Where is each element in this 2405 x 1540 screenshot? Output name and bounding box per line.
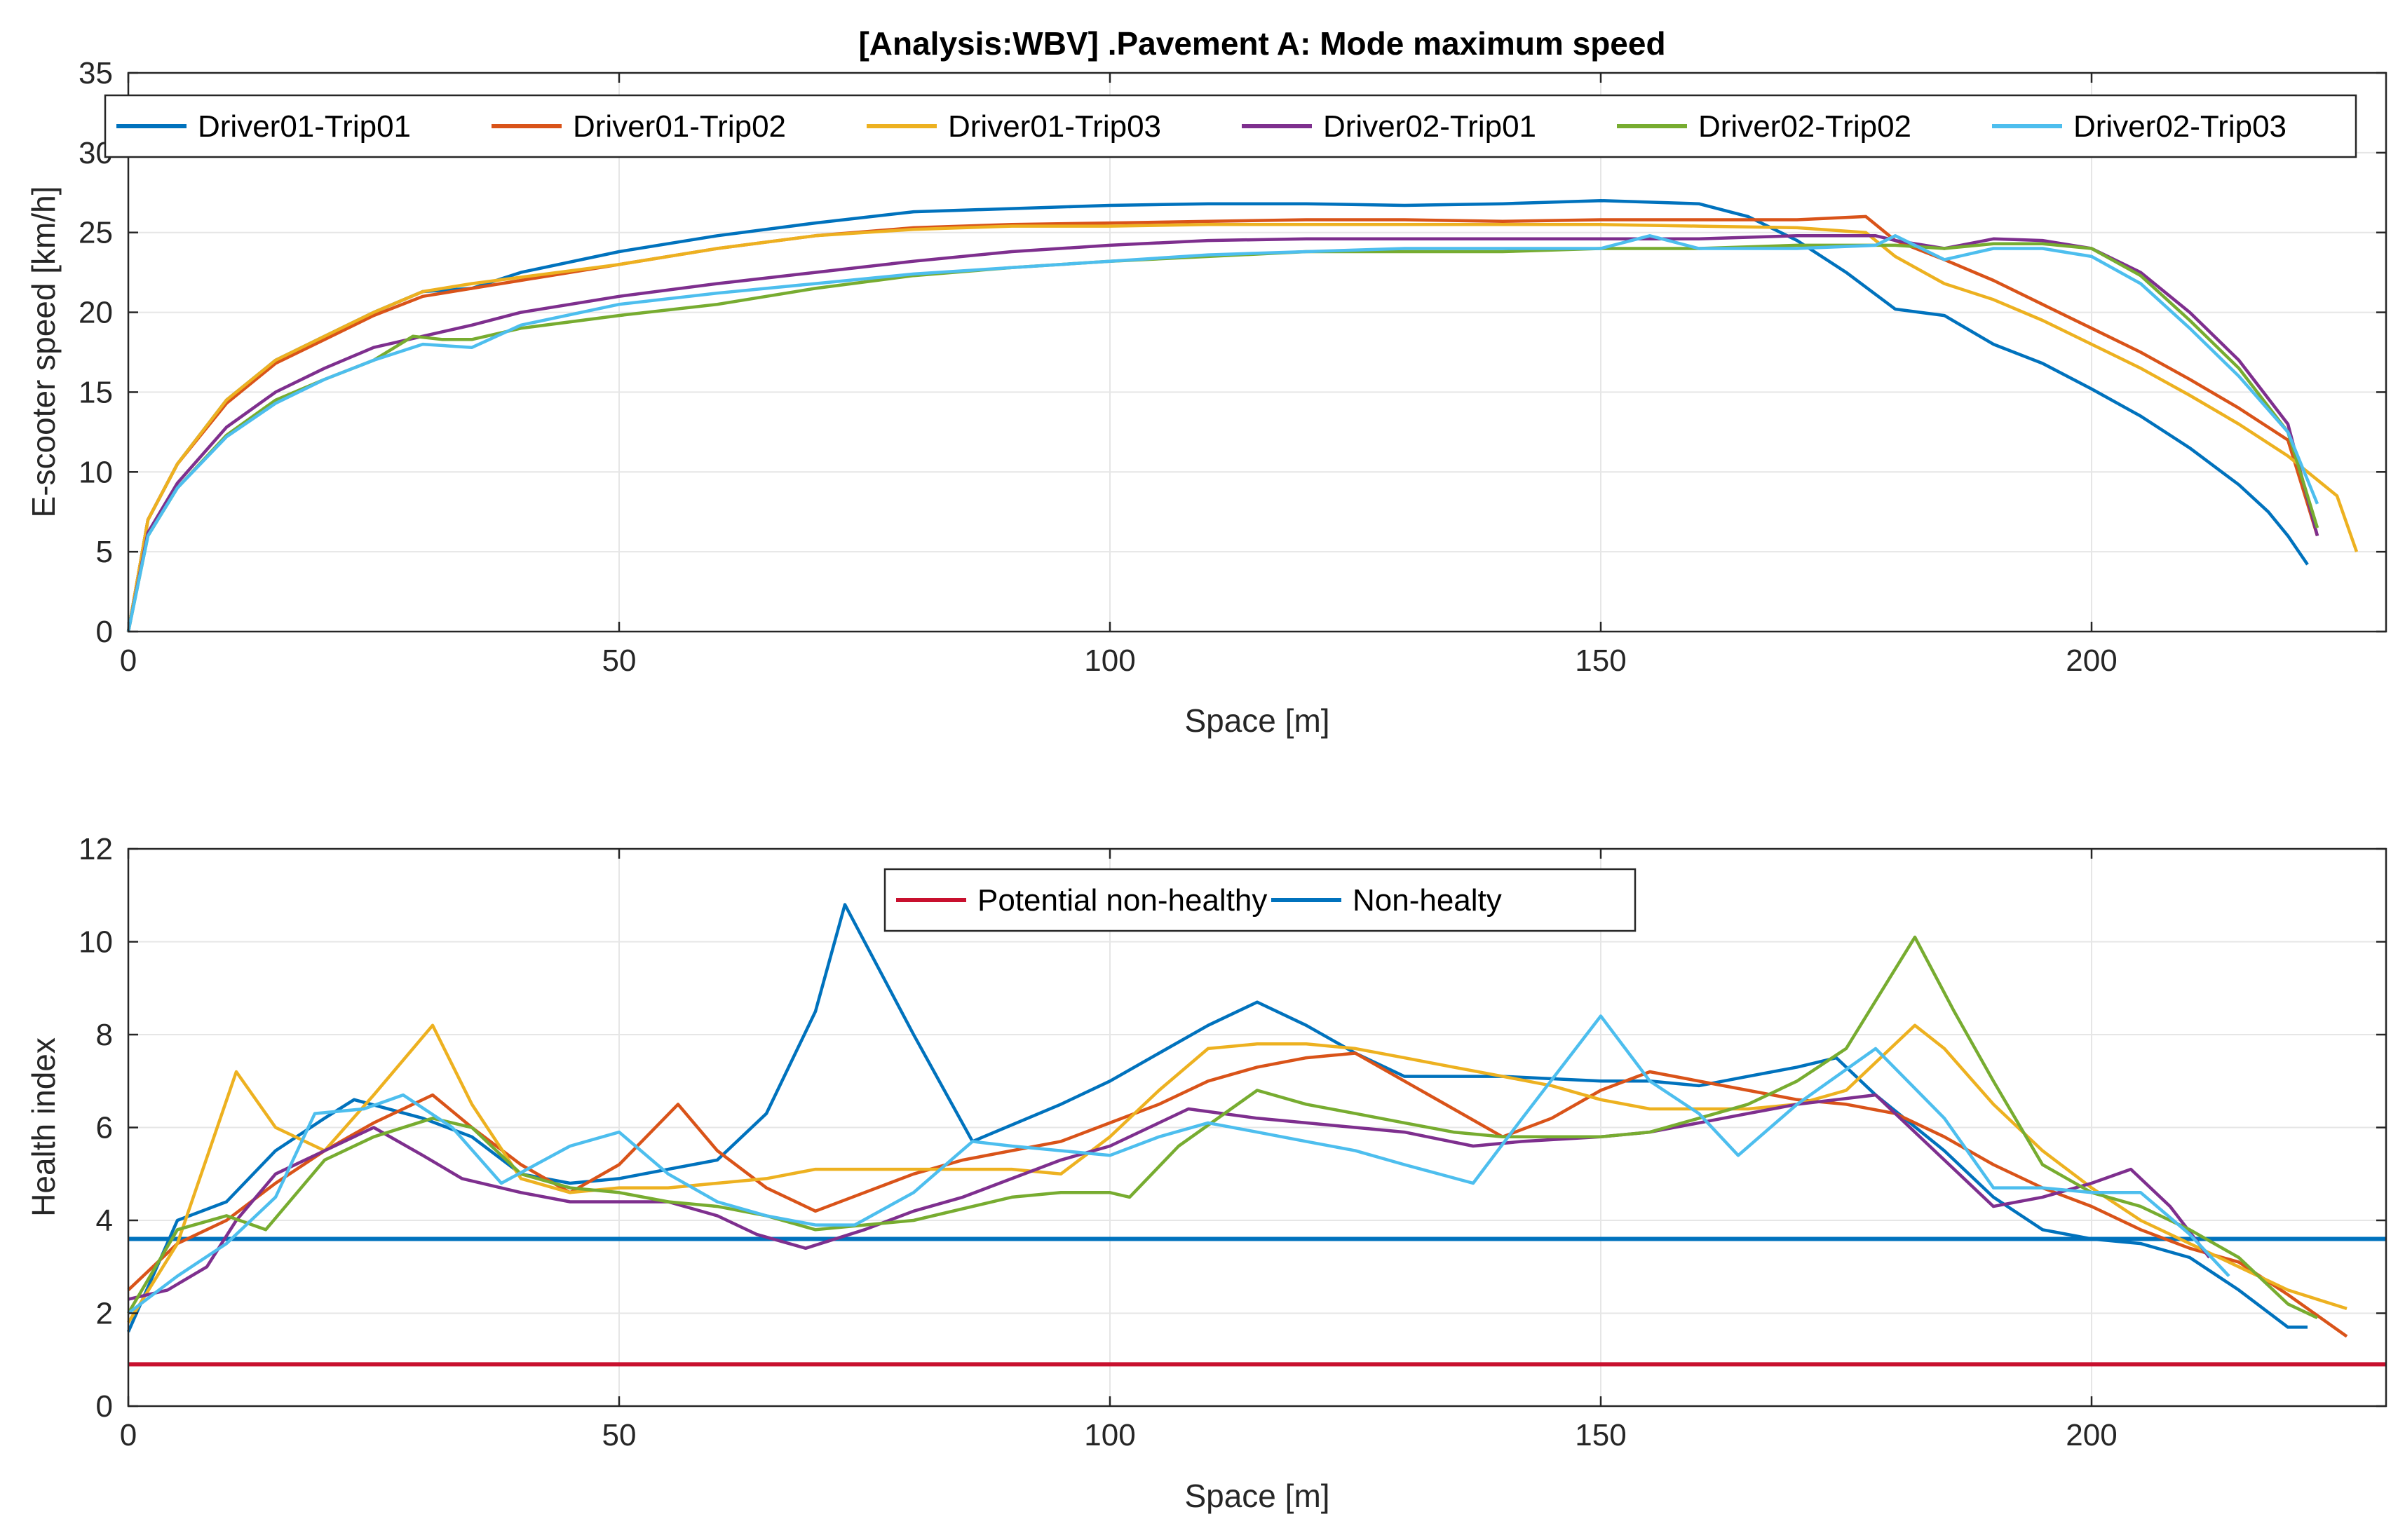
health-ytick-label: 4 [96,1204,113,1238]
speed-legend-label: Driver02-Trip01 [1323,109,1536,144]
health-legend-label: Non-healty [1353,883,1502,918]
speed-xtick-label: 150 [1575,643,1626,678]
speed-ytick-label: 10 [79,455,113,489]
speed-legend-label: Driver02-Trip03 [2073,109,2287,144]
speed-legend: Driver01-Trip01 Driver01-Trip02 Driver01-T… [104,94,2357,158]
speed-xtick-label: 0 [120,643,137,678]
health-ytick-label: 2 [96,1297,113,1331]
health-series-driver01-trip03 [127,1023,2348,1323]
health-ytick-label: 10 [79,925,113,960]
health-ytick-label: 8 [96,1018,113,1052]
speed-x-axis-label: Space [m] [1184,702,1329,739]
speed-ytick-label: 0 [96,615,113,649]
speed-legend-label: Driver01-Trip03 [948,109,1161,144]
health-legend: Potential non-healthy Non-healty [883,868,1637,932]
health-series-driver02-trip03 [127,1014,2230,1315]
speed-ytick-label: 15 [79,375,113,409]
speed-series-driver01-trip01 [126,198,2309,632]
health-series-lines [126,903,2386,1367]
health-x-axis-label: Space [m] [1184,1478,1329,1514]
speed-xtick-label: 200 [2066,643,2117,678]
health-legend-box [883,868,1637,932]
speed-ytick-label: 25 [79,216,113,250]
speed-ytick-label: 35 [79,56,113,90]
speed-xtick-label: 50 [602,643,637,678]
health-panel: 0 50 100 150 200 0 2 4 6 8 10 12 Space [m] Health i… [25,832,2387,1514]
health-y-axis-label: Health index [25,1037,62,1217]
speed-ytick-label: 5 [96,535,113,569]
health-ytick-label: 12 [79,832,113,866]
speed-ytick-label: 20 [79,296,113,330]
health-ytick-label: 6 [96,1111,113,1145]
health-xtick-label: 50 [602,1418,637,1452]
speed-series-driver02-trip01 [126,234,2319,632]
health-xtick-label: 150 [1575,1418,1626,1452]
speed-legend-label: Driver01-Trip01 [198,109,411,144]
speed-legend-label: Driver01-Trip02 [573,109,786,144]
speed-series-driver01-trip03 [126,223,2359,632]
speed-series-driver02-trip03 [126,234,2319,632]
speed-series-lines [126,198,2359,632]
speed-y-axis-label: E-scooter speed [km/h] [25,186,62,518]
health-legend-label: Potential non-healthy [977,883,1267,918]
speed-axes-box [127,71,2387,633]
health-series-driver01-trip02 [127,1051,2348,1338]
speed-chart-title: [Analysis:WBV] .Pavement A: Mode maximum… [858,25,1665,62]
speed-legend-box [104,94,2357,158]
health-series-driver01-trip01 [126,903,2308,1333]
health-ticks: 0 50 100 150 200 0 2 4 6 8 10 12 [79,832,2386,1452]
speed-panel: [Analysis:WBV] .Pavement A: Mode maximum… [25,25,2387,739]
health-xtick-label: 0 [120,1418,137,1452]
health-xtick-label: 200 [2066,1418,2117,1452]
speed-series-driver01-trip02 [126,214,2319,632]
speed-legend-label: Driver02-Trip02 [1698,109,1911,144]
health-xtick-label: 100 [1084,1418,1135,1452]
speed-xtick-label: 100 [1084,643,1135,678]
speed-series-driver02-trip02 [126,242,2319,632]
health-series-driver02-trip02 [127,935,2318,1320]
health-ytick-label: 0 [96,1389,113,1424]
health-series-driver02-trip01 [128,1093,2211,1301]
